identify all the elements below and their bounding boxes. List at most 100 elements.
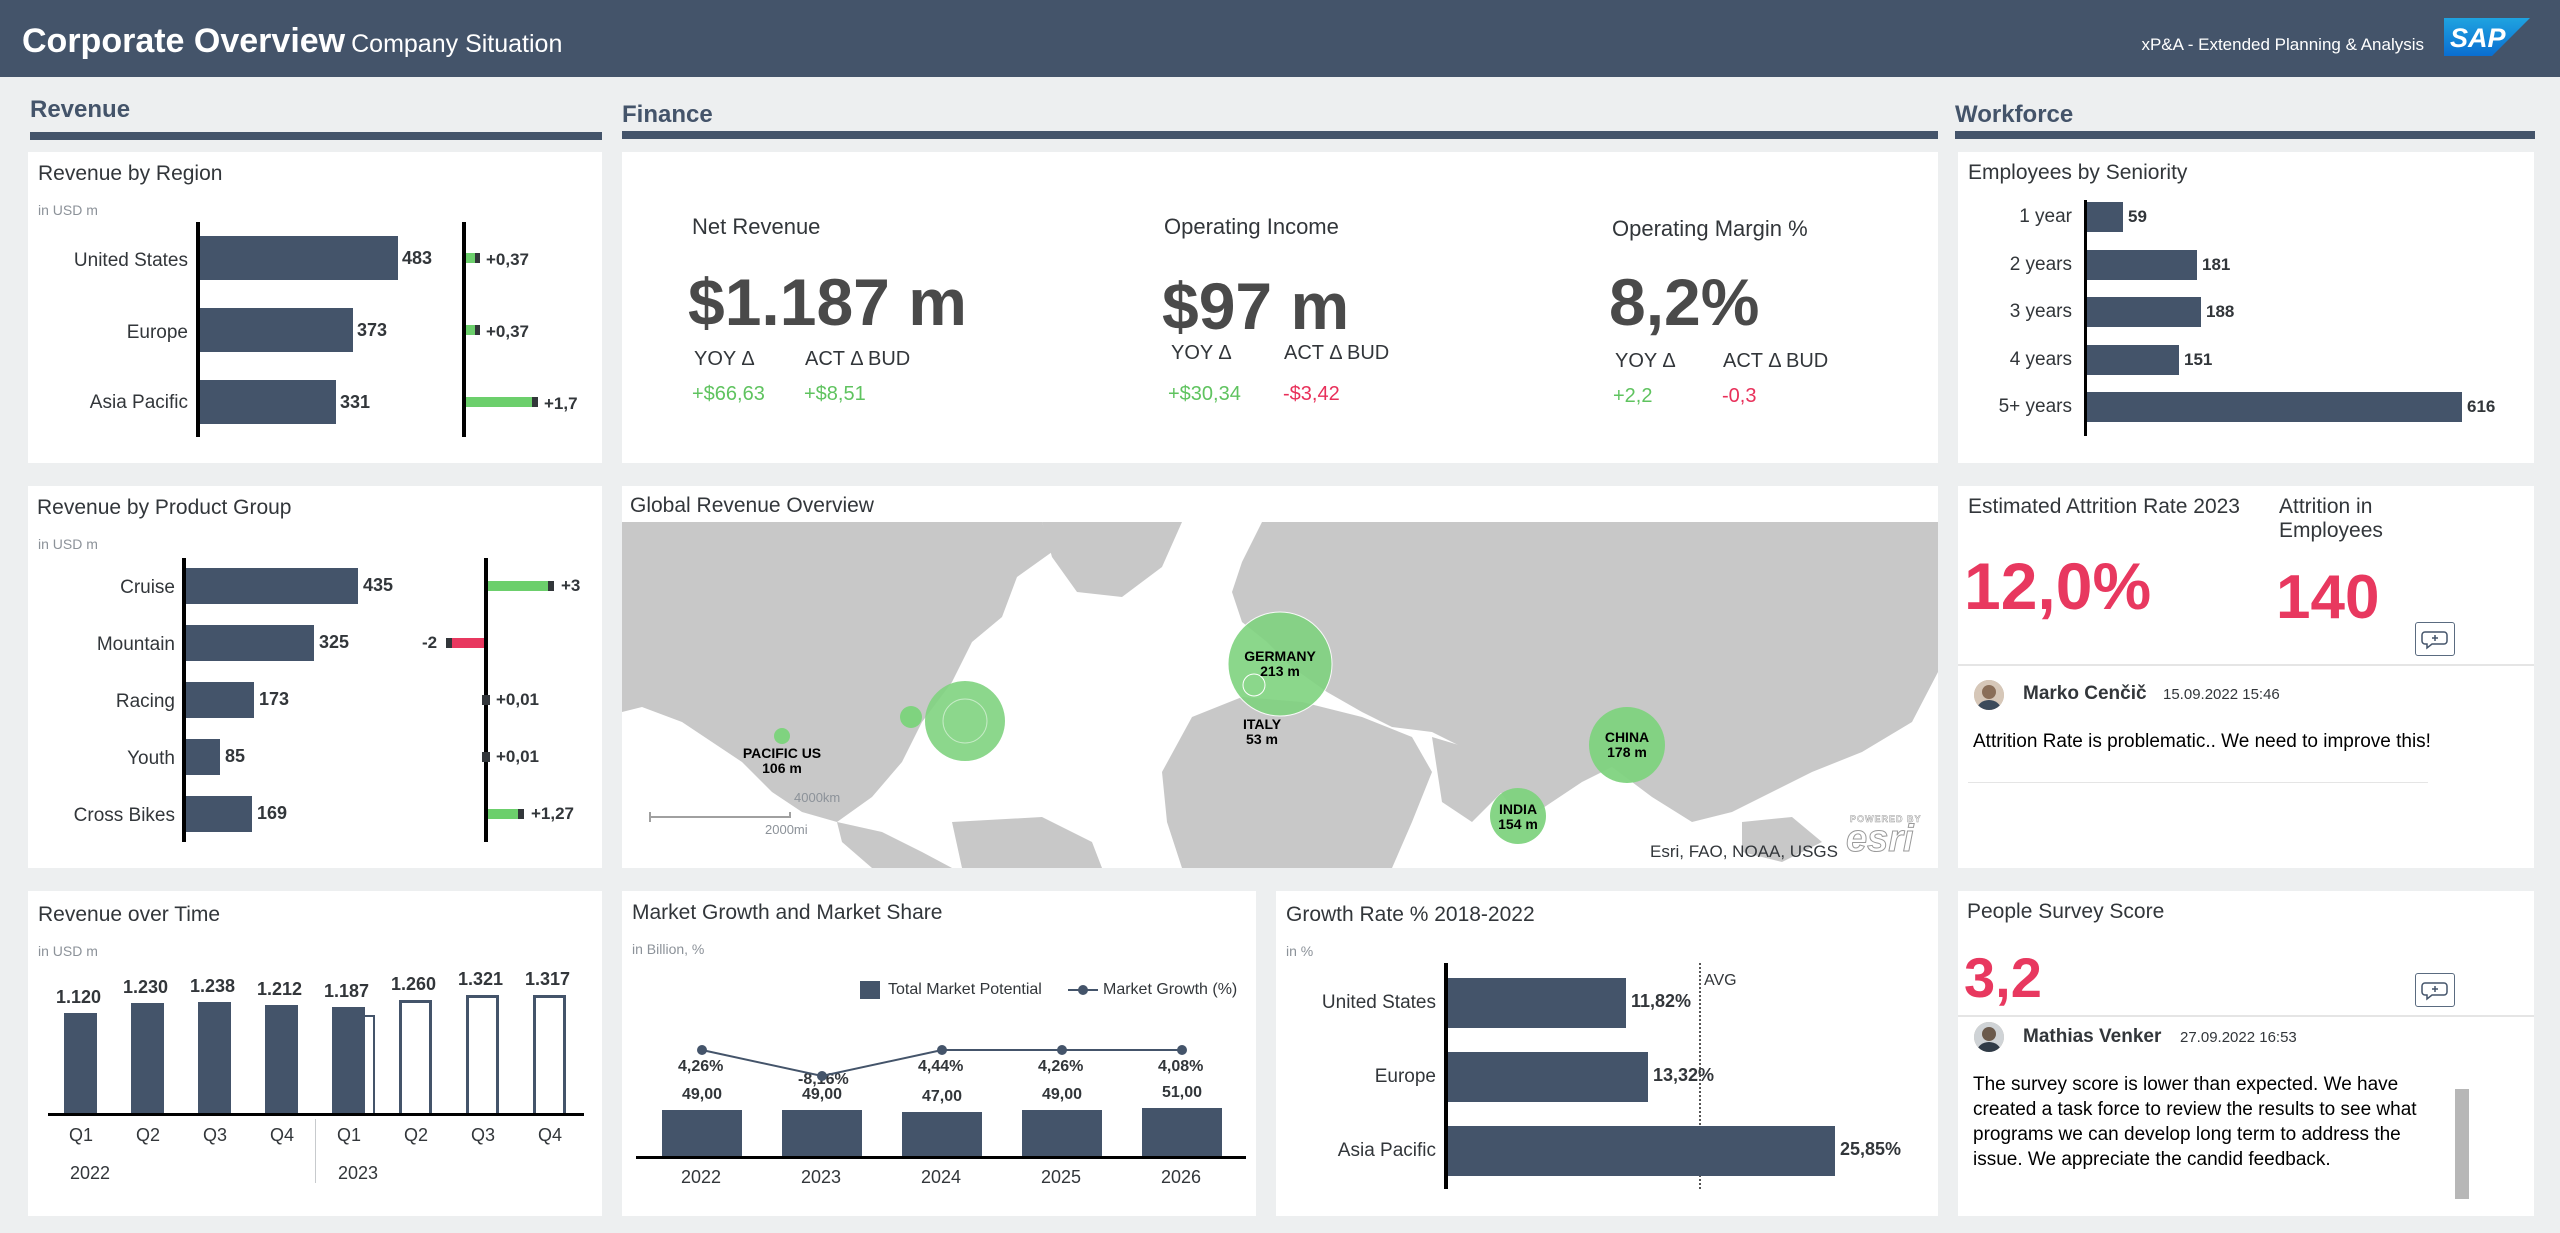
bar[interactable]: [2087, 392, 2462, 422]
bar-value: 47,00: [922, 1088, 963, 1105]
revenue-bar[interactable]: [332, 1007, 365, 1113]
operating-margin-label: Operating Margin %: [1612, 216, 1808, 241]
bubble-india[interactable]: [1490, 788, 1546, 844]
bar[interactable]: [200, 380, 336, 424]
legend-line-swatch: [1068, 985, 1098, 995]
bubble-us-east[interactable]: [925, 681, 1005, 761]
market-potential-bar[interactable]: [902, 1112, 982, 1156]
bubble-us-small[interactable]: [900, 706, 922, 728]
bar[interactable]: [200, 308, 353, 352]
row-label: United States: [1321, 992, 1436, 1013]
section-workforce: Workforce: [1955, 101, 2074, 128]
people-survey-card[interactable]: People Survey Score 3,2 Mathias Venker 2…: [1958, 891, 2534, 1216]
revenue-bar[interactable]: [265, 1005, 298, 1113]
row-label: Mountain: [96, 634, 175, 655]
market-potential-bar[interactable]: [782, 1110, 862, 1156]
arabia-shape: [1432, 737, 1502, 822]
market-potential-bar[interactable]: [1022, 1110, 1102, 1156]
map-attribution: Esri, FAO, NOAA, USGS: [1650, 842, 1838, 861]
chart-axis: [636, 1156, 1246, 1159]
revenue-bar[interactable]: [131, 1003, 164, 1113]
world-map-svg: [622, 522, 1938, 868]
operating-income-label: Operating Income: [1164, 214, 1339, 239]
add-comment-icon[interactable]: [2415, 973, 2455, 1007]
bubble-label-india: INDIA 154 m: [1488, 802, 1548, 832]
comment-author: Marko Cenčič: [2023, 683, 2147, 704]
growth-rate-card[interactable]: Growth Rate % 2018-2022 in % AVG United …: [1276, 891, 1938, 1216]
bar[interactable]: [2087, 297, 2201, 327]
delta-bar: [466, 325, 480, 335]
bar[interactable]: [186, 682, 254, 718]
operating-income-value: $97 m: [1162, 269, 1350, 343]
add-comment-icon[interactable]: [2415, 622, 2455, 656]
scale-km: 4000km: [794, 790, 841, 805]
row-label: Europe: [126, 322, 188, 343]
revenue-by-product-card[interactable]: Revenue by Product Group in USD m Cruise…: [28, 486, 602, 868]
delta-bar: [482, 752, 490, 762]
bar[interactable]: [186, 739, 220, 775]
delta-value: +1,7: [544, 394, 578, 413]
scale-mi: 2000mi: [765, 822, 808, 837]
attrition-employees-title-1: Attrition in: [2279, 495, 2373, 518]
bubble-name: GERMANY: [1244, 648, 1316, 664]
revenue-bar[interactable]: [466, 995, 499, 1113]
se-asia-shape: [1742, 817, 1822, 862]
scrollbar-thumb[interactable]: [2455, 1089, 2469, 1199]
finance-kpi-card[interactable]: Net Revenue $1.187 m YOY Δ ACT Δ BUD +$6…: [622, 152, 1938, 463]
quarter-label: Q3: [203, 1125, 228, 1145]
delta-value: -2: [422, 633, 438, 652]
quarter-label: Q4: [270, 1125, 295, 1145]
card-title: Market Growth and Market Share: [632, 901, 943, 924]
avatar: [1974, 1022, 2004, 1052]
bar-value: 483: [402, 248, 433, 268]
chart-axis: [2084, 200, 2087, 436]
row-label: Europe: [1374, 1066, 1436, 1087]
bar[interactable]: [1448, 1052, 1648, 1102]
bar-value: 325: [319, 632, 350, 652]
bar-value: 1.230: [123, 977, 169, 997]
bar[interactable]: [1448, 1126, 1835, 1176]
revenue-bar[interactable]: [198, 1002, 231, 1113]
bubble-pacific-us[interactable]: [774, 728, 790, 744]
bar[interactable]: [2087, 202, 2123, 232]
comment-author: Mathias Venker: [2023, 1026, 2162, 1047]
bar[interactable]: [186, 625, 314, 661]
year-label: 2023: [338, 1163, 379, 1183]
bar[interactable]: [186, 796, 252, 832]
net-revenue-value: $1.187 m: [688, 265, 967, 339]
bar[interactable]: [1448, 978, 1626, 1028]
bubble-italy[interactable]: [1242, 673, 1266, 697]
bar-value: 435: [363, 575, 394, 595]
bubble-germany[interactable]: [1227, 611, 1333, 717]
bar[interactable]: [200, 236, 398, 280]
bar-value: 1.321: [458, 969, 504, 989]
bar[interactable]: [186, 568, 358, 604]
market-potential-bar[interactable]: [1142, 1108, 1222, 1156]
bubble-label-china: CHINA 178 m: [1592, 730, 1662, 760]
row-label: 1 year: [2019, 206, 2072, 227]
bar-value: 1.260: [391, 974, 437, 994]
employees-seniority-card[interactable]: Employees by Seniority 1 year 59 2 years 18…: [1958, 152, 2534, 463]
revenue-bar[interactable]: [64, 1013, 97, 1113]
bar[interactable]: [2087, 344, 2179, 375]
revenue-by-region-card[interactable]: Revenue by Region in USD m United States…: [28, 152, 602, 463]
chart-axis: [196, 222, 200, 437]
market-potential-bar[interactable]: [662, 1110, 742, 1156]
revenue-bar[interactable]: [533, 995, 566, 1113]
world-map[interactable]: GERMANY 213 m ITALY 53 m PACIFIC US 106 …: [622, 522, 1938, 868]
revenue-over-time-card[interactable]: Revenue over Time in USD m 2022 2023 1.1…: [28, 891, 602, 1216]
operating-margin-value: 8,2%: [1609, 265, 1760, 339]
act-value: +$8,51: [804, 383, 866, 405]
divider: [1958, 664, 2534, 666]
revenue-bar[interactable]: [399, 1000, 432, 1113]
market-growth-card[interactable]: Market Growth and Market Share in Billio…: [622, 891, 1256, 1216]
bar-value: 49,00: [1042, 1086, 1083, 1103]
avatar-glyph: [1974, 1022, 2004, 1052]
delta-bar: [482, 695, 490, 705]
bar[interactable]: [2087, 249, 2197, 280]
bubble-china[interactable]: [1589, 707, 1665, 783]
bar-value: 11,82%: [1631, 991, 1692, 1011]
quarter-label: Q1: [337, 1125, 362, 1145]
row-label: 5+ years: [1998, 396, 2072, 417]
attrition-card[interactable]: Estimated Attrition Rate 2023 12,0% Attr…: [1958, 486, 2534, 868]
